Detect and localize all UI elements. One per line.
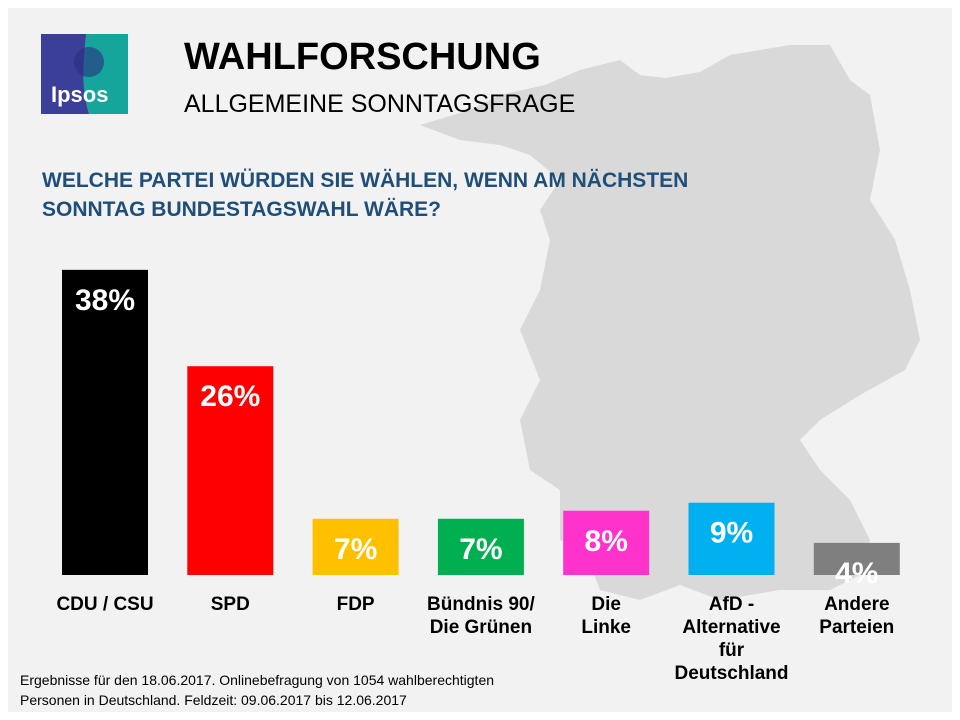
page-title: WAHLFORSCHUNG (184, 36, 541, 78)
logo-text: Ipsos (51, 82, 108, 107)
data-label: 26% (200, 380, 260, 413)
bar-5 (688, 502, 775, 575)
data-label: 8% (585, 525, 628, 558)
data-label: 38% (75, 284, 135, 317)
bar-6 (813, 542, 900, 575)
category-label: CDU / CSU (56, 594, 153, 615)
footnote-line-1: Ergebnisse für den 18.06.2017. Onlinebef… (20, 672, 495, 688)
bar-1 (187, 366, 274, 575)
bar-2 (312, 518, 399, 575)
data-label: 7% (334, 533, 377, 566)
category-label: Die Linke (581, 594, 631, 638)
category-label: FDP (337, 594, 375, 615)
category-label: SPD (211, 594, 250, 615)
footnote: Ergebnisse für den 18.06.2017. Onlinebef… (20, 670, 494, 710)
question-line-1: WELCHE PARTEI WÜRDEN SIE WÄHLEN, WENN AM… (42, 169, 689, 192)
bar-4 (563, 510, 650, 575)
data-label: 9% (710, 517, 753, 550)
data-label: 4% (835, 557, 878, 590)
data-label: 7% (459, 533, 502, 566)
ipsos-logo: Ipsos (41, 34, 128, 114)
category-label: AfD -Alternative für Deutschland (674, 594, 788, 684)
page-subtitle: ALLGEMEINE SONNTAGSFRAGE (184, 90, 576, 118)
footnote-line-2: Personen in Deutschland. Feldzeit: 09.06… (20, 692, 407, 708)
bar-3 (437, 518, 524, 575)
question-line-2: SONNTAG BUNDESTAGSWAHL WÄRE? (42, 198, 441, 221)
category-label: Andere Parteien (819, 594, 894, 638)
bar-0 (62, 269, 148, 575)
survey-question: WELCHE PARTEI WÜRDEN SIE WÄHLEN, WENN AM… (42, 166, 762, 224)
category-label: Bündnis 90/Die Grünen (427, 594, 535, 638)
